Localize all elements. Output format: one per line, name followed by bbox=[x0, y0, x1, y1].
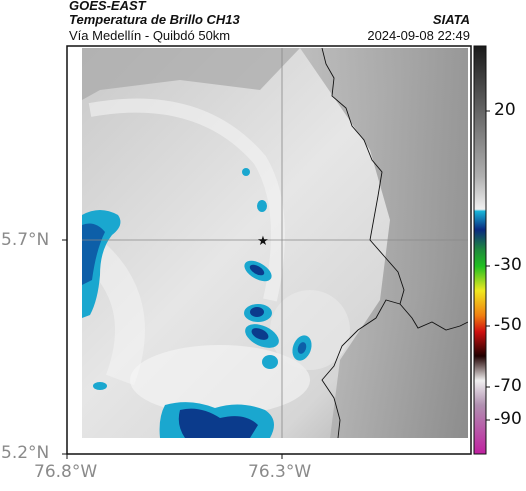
lat-tick-label-2: 5.2°N bbox=[1, 443, 50, 463]
lon-tick-label-2: 76.3°W bbox=[248, 462, 312, 482]
lon-tick-label-1: 76.8°W bbox=[34, 462, 98, 482]
colorbar-label-m30: -30 bbox=[494, 255, 522, 275]
product-title: Temperatura de Brillo CH13 bbox=[69, 12, 240, 27]
location-label: Vía Medellín - Quibdó 50km bbox=[69, 28, 231, 43]
colorbar-label-20: 20 bbox=[494, 100, 516, 120]
colorbar-label-m90: -90 bbox=[494, 409, 522, 429]
department-border-east bbox=[399, 303, 468, 331]
department-border bbox=[321, 48, 405, 438]
colorbar-ticks bbox=[486, 110, 490, 421]
satellite-title: GOES-EAST bbox=[69, 0, 146, 13]
brightness-field: ★ bbox=[82, 48, 468, 438]
datetime-label: 2024-09-08 22:49 bbox=[367, 28, 470, 43]
organization-label: SIATA bbox=[432, 12, 470, 27]
colorbar-label-m50: -50 bbox=[494, 315, 522, 335]
cold-cloud-tops bbox=[82, 168, 312, 438]
colorbar-label-m70: -70 bbox=[494, 376, 522, 396]
axis-ticks bbox=[62, 239, 283, 459]
lat-tick-label-1: 5.7°N bbox=[1, 230, 50, 250]
colorbar bbox=[473, 45, 487, 455]
star-icon: ★ bbox=[257, 234, 269, 249]
